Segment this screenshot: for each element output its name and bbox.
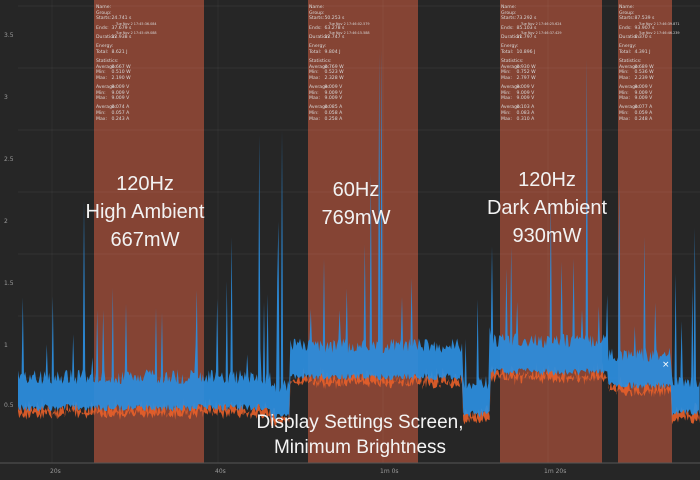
y-tick-label: 1 — [4, 342, 8, 349]
selection-band-2[interactable] — [308, 0, 418, 463]
series-orange-area — [18, 361, 700, 427]
y-tick-label: 0.5 — [4, 402, 14, 409]
y-tick-label: 3.5 — [4, 32, 14, 39]
selection-stats-2: Name: Group: Starts: 50.253 s Tue Nov 2 … — [309, 5, 370, 122]
selection-stats-1: Name: Group: Starts: 24.741 s Tue Nov 2 … — [96, 5, 157, 122]
annotation-120hz-high-ambient: 120Hz High Ambient 667mW — [85, 173, 205, 251]
y-tick-label: 2 — [4, 218, 8, 225]
annotation-60hz: 60Hz 769mW — [321, 179, 391, 229]
y-tick-label: 3 — [4, 94, 8, 101]
x-tick-label: 1m 20s — [544, 468, 567, 475]
series-blue-area — [18, 49, 700, 420]
selection-stats-3: Name: Group: Starts: 73.292 s Tue Nov 2 … — [501, 5, 562, 122]
y-tick-label: 1.5 — [4, 280, 14, 287]
x-tick-label: 1m 0s — [380, 468, 399, 475]
cursor-marker-icon: × — [662, 360, 670, 370]
selection-stats-4: Name: Group: Starts: 87.539 s Tue Nov 2 … — [619, 5, 680, 122]
annotation-120hz-dark-ambient: 120Hz Dark Ambient 930mW — [486, 169, 608, 247]
x-tick-label: 20s — [50, 468, 61, 475]
y-tick-label: 2.5 — [4, 156, 14, 163]
x-tick-label: 40s — [215, 468, 226, 475]
chart-caption: Display Settings Screen, Minimum Brightn… — [256, 412, 464, 458]
